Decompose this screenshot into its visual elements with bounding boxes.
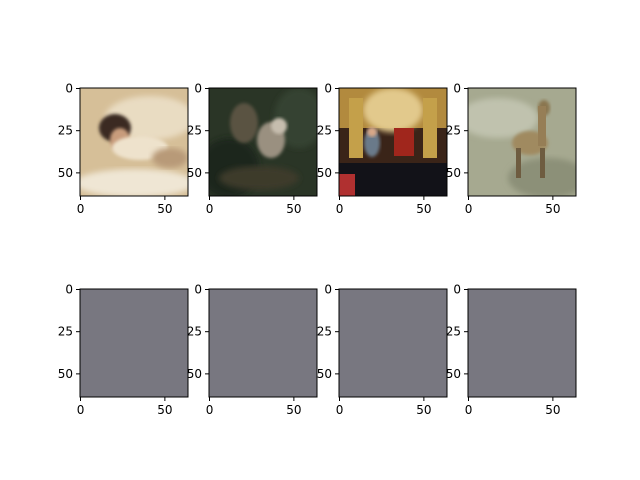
x-tick-label: 50 — [286, 202, 301, 216]
axes-frame — [79, 87, 189, 197]
x-tick-label: 0 — [206, 202, 214, 216]
subplot-grid: 0 50 0 25 50 0 50 0 25 50 0 50 0 25 50 0 50 0 25 50 0 50 0 25 50… — [58, 82, 577, 417]
x-tick-label: 50 — [545, 403, 560, 417]
y-tick-label: 0 — [194, 82, 202, 96]
axes-frame — [467, 288, 577, 398]
subplot-image — [339, 88, 447, 196]
x-tick-label: 50 — [416, 403, 431, 417]
axes-frame — [208, 288, 318, 398]
y-tick-label: 25 — [317, 325, 332, 339]
axes-frame — [208, 87, 318, 197]
subplot-3: 0 50 0 25 50 — [317, 82, 448, 216]
y-tick-label: 0 — [194, 283, 202, 297]
y-tick-label: 50 — [446, 166, 461, 180]
axes-frame — [338, 288, 448, 398]
y-tick-label: 25 — [187, 124, 202, 138]
y-tick-label: 50 — [58, 166, 73, 180]
y-tick-label: 50 — [187, 367, 202, 381]
subplot-image — [209, 88, 317, 196]
x-tick-label: 0 — [77, 202, 85, 216]
subplot-image — [80, 289, 188, 397]
y-tick-label: 50 — [58, 367, 73, 381]
y-tick-label: 50 — [317, 166, 332, 180]
x-tick-label: 50 — [286, 403, 301, 417]
y-tick-label: 25 — [187, 325, 202, 339]
subplot-image — [468, 289, 576, 397]
y-tick-label: 0 — [453, 82, 461, 96]
axes-frame — [338, 87, 448, 197]
axes-frame — [79, 288, 189, 398]
x-tick-label: 50 — [157, 202, 172, 216]
subplot-8: 0 50 0 25 50 — [446, 283, 577, 417]
x-tick-label: 0 — [336, 202, 344, 216]
subplot-image — [80, 88, 188, 196]
subplot-image — [339, 289, 447, 397]
y-tick-label: 50 — [317, 367, 332, 381]
subplot-2: 0 50 0 25 50 — [187, 82, 318, 216]
y-tick-label: 25 — [446, 325, 461, 339]
x-tick-label: 50 — [545, 202, 560, 216]
x-tick-label: 50 — [157, 403, 172, 417]
x-tick-label: 0 — [336, 403, 344, 417]
axes-frame — [467, 87, 577, 197]
y-tick-label: 50 — [187, 166, 202, 180]
subplot-1: 0 50 0 25 50 — [58, 82, 189, 216]
subplot-image — [468, 88, 576, 196]
y-tick-label: 0 — [453, 283, 461, 297]
subplot-7: 0 50 0 25 50 — [317, 283, 448, 417]
y-tick-label: 25 — [317, 124, 332, 138]
y-tick-label: 0 — [65, 283, 73, 297]
y-tick-label: 25 — [58, 325, 73, 339]
x-tick-label: 0 — [465, 202, 473, 216]
y-tick-label: 0 — [65, 82, 73, 96]
x-tick-label: 50 — [416, 202, 431, 216]
y-tick-label: 0 — [324, 283, 332, 297]
y-tick-label: 0 — [324, 82, 332, 96]
y-tick-label: 50 — [446, 367, 461, 381]
y-tick-label: 25 — [58, 124, 73, 138]
subplot-6: 0 50 0 25 50 — [187, 283, 318, 417]
x-tick-label: 0 — [206, 403, 214, 417]
x-tick-label: 0 — [77, 403, 85, 417]
subplot-5: 0 50 0 25 50 — [58, 283, 189, 417]
x-tick-label: 0 — [465, 403, 473, 417]
subplot-4: 0 50 0 25 50 — [446, 82, 577, 216]
subplot-image — [209, 289, 317, 397]
y-tick-label: 25 — [446, 124, 461, 138]
